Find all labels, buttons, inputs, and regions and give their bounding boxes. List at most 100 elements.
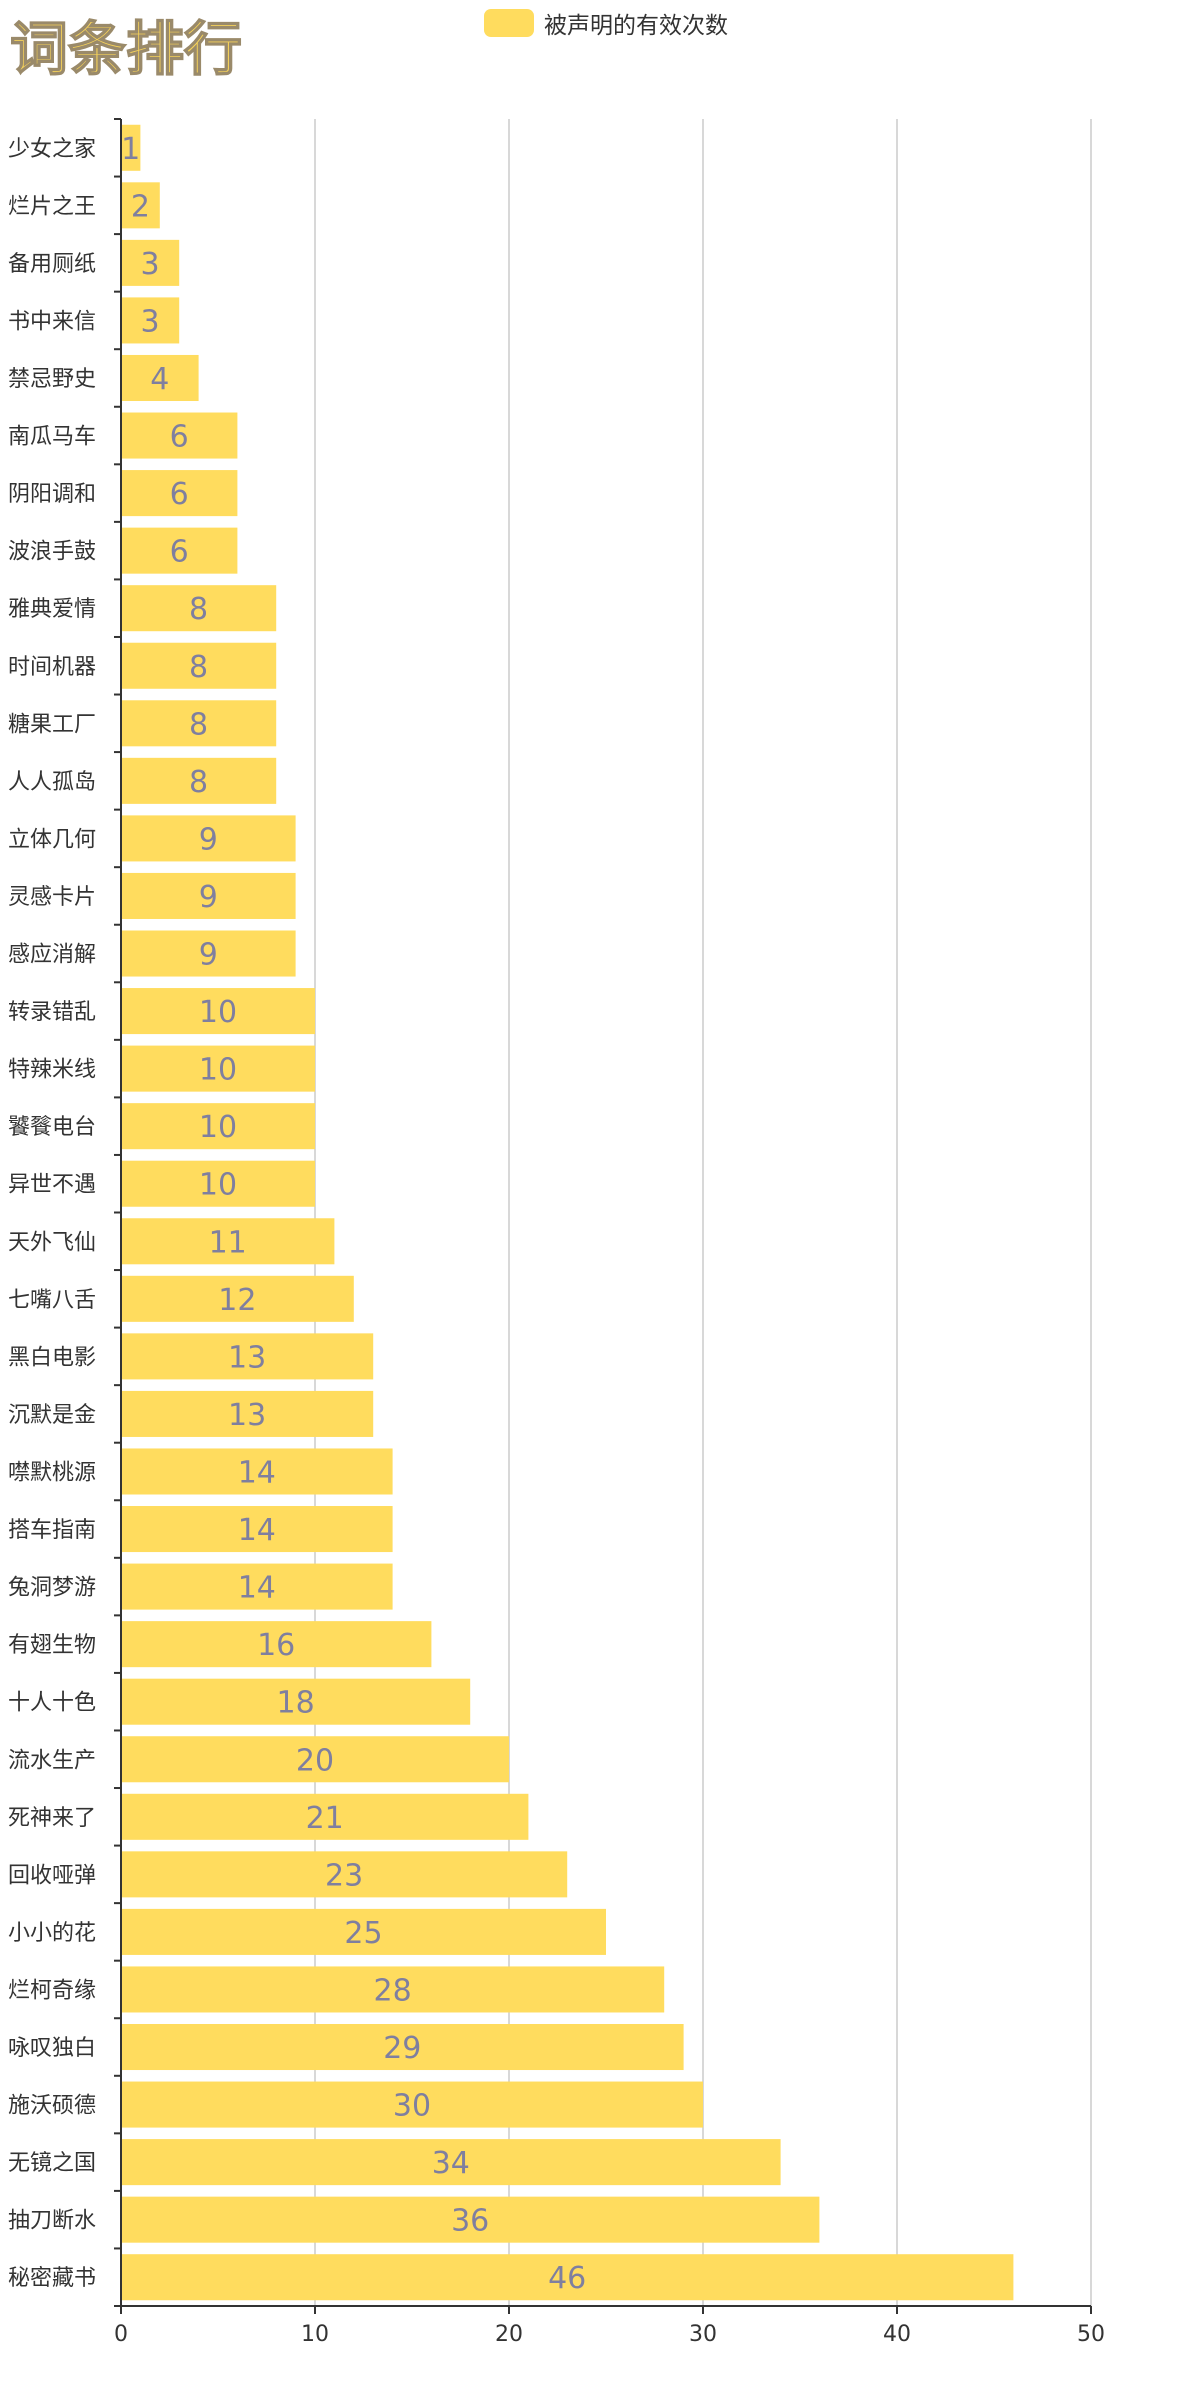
- legend-label: 被声明的有效次数: [544, 13, 728, 39]
- data-label-25: 14: [238, 1513, 276, 1548]
- data-label-29: 20: [296, 1743, 334, 1778]
- legend[interactable]: 被声明的有效次数: [484, 6, 728, 40]
- x-tick-label-30: 30: [689, 2322, 717, 2347]
- bars: [121, 124, 1014, 2301]
- bar-8: [121, 527, 238, 574]
- data-label-5: 4: [150, 362, 169, 397]
- category-label-7: 阴阳调和: [8, 482, 96, 507]
- bar-10: [121, 642, 277, 689]
- category-label-18: 饕餮电台: [8, 1115, 96, 1140]
- category-label-8: 波浪手鼓: [8, 540, 96, 565]
- data-label-36: 34: [432, 2146, 470, 2181]
- data-label-26: 14: [238, 1571, 276, 1606]
- category-label-37: 抽刀断水: [8, 2209, 96, 2234]
- data-label-31: 23: [325, 1858, 363, 1893]
- bar-4: [121, 297, 180, 344]
- data-label-34: 29: [383, 2031, 421, 2066]
- data-label-33: 28: [374, 1973, 412, 2008]
- legend-swatch[interactable]: [484, 9, 534, 37]
- category-label-9: 雅典爱情: [8, 597, 96, 622]
- category-label-13: 立体几何: [8, 827, 96, 852]
- category-label-30: 死神来了: [8, 1806, 96, 1831]
- data-label-8: 6: [170, 535, 189, 570]
- bar-29: [121, 1736, 509, 1783]
- bar-37: [121, 2196, 820, 2243]
- category-label-27: 有翅生物: [8, 1633, 96, 1658]
- data-label-27: 16: [257, 1628, 295, 1663]
- bar-38: [121, 2254, 1014, 2301]
- bar-35: [121, 2081, 703, 2128]
- bar-5: [121, 354, 199, 402]
- category-label-21: 七嘴八舌: [8, 1288, 96, 1313]
- bar-26: [121, 1563, 393, 1610]
- axes: [114, 118, 1092, 2314]
- data-label-14: 9: [199, 880, 218, 915]
- data-label-35: 30: [393, 2089, 431, 2124]
- bar-6: [121, 412, 238, 459]
- category-label-14: 灵感卡片: [8, 885, 96, 910]
- data-label-7: 6: [170, 477, 189, 512]
- category-label-38: 秘密藏书: [8, 2266, 96, 2291]
- category-label-22: 黑白电影: [8, 1345, 96, 1370]
- category-label-24: 噤默桃源: [8, 1460, 96, 1485]
- bar-34: [121, 2023, 684, 2071]
- category-label-34: 咏叹独白: [8, 2036, 96, 2061]
- data-label-32: 25: [344, 1916, 382, 1951]
- bar-27: [121, 1621, 432, 1668]
- bar-16: [121, 988, 315, 1035]
- data-label-28: 18: [277, 1686, 315, 1721]
- category-label-35: 施沃硕德: [8, 2094, 96, 2119]
- category-label-36: 无镜之国: [8, 2151, 96, 2176]
- category-label-26: 兔洞梦游: [8, 1576, 96, 1601]
- bar-20: [121, 1218, 335, 1265]
- data-label-9: 8: [189, 592, 208, 627]
- data-label-12: 8: [189, 765, 208, 800]
- bar-31: [121, 1851, 568, 1898]
- category-label-11: 糖果工厂: [8, 712, 96, 737]
- category-label-17: 特辣米线: [8, 1058, 96, 1083]
- x-tick-label-10: 10: [301, 2322, 329, 2347]
- category-label-1: 少女之家: [8, 137, 96, 162]
- category-label-33: 烂柯奇缘: [8, 1978, 96, 2003]
- bar-28: [121, 1678, 471, 1725]
- bar-19: [121, 1160, 315, 1207]
- category-label-3: 备用厕纸: [8, 252, 96, 277]
- data-label-2: 2: [131, 189, 150, 224]
- category-label-19: 异世不遇: [8, 1173, 96, 1198]
- bar-22: [121, 1333, 374, 1380]
- chart-title: 词条排行: [9, 14, 243, 84]
- data-label-3: 3: [141, 247, 160, 282]
- bar-23: [121, 1390, 374, 1437]
- data-label-37: 36: [451, 2204, 489, 2239]
- data-label-20: 11: [209, 1225, 247, 1260]
- data-label-30: 21: [306, 1801, 344, 1836]
- bar-7: [121, 470, 238, 517]
- category-label-4: 书中来信: [8, 309, 96, 334]
- data-label-23: 13: [228, 1398, 266, 1433]
- category-label-10: 时间机器: [8, 655, 96, 680]
- data-label-24: 14: [238, 1455, 276, 1490]
- data-label-13: 9: [199, 822, 218, 857]
- data-label-19: 10: [199, 1168, 237, 1203]
- category-label-28: 十人十色: [8, 1691, 96, 1716]
- data-label-17: 10: [199, 1053, 237, 1088]
- bar-11: [121, 700, 277, 747]
- x-tick-label-20: 20: [495, 2322, 523, 2347]
- data-label-11: 8: [189, 707, 208, 742]
- bar-12: [121, 757, 277, 804]
- bar-33: [121, 1966, 665, 2013]
- bar-9: [121, 585, 277, 632]
- category-label-2: 烂片之王: [8, 194, 96, 219]
- category-label-31: 回收哑弹: [8, 1863, 96, 1888]
- category-label-29: 流水生产: [8, 1748, 96, 1773]
- data-label-1: 1: [121, 132, 140, 167]
- bar-1: [121, 124, 141, 171]
- bar-24: [121, 1448, 393, 1495]
- labels: 1 少女之家 2 烂片之王 3 备用厕纸 3 书中来信 4 禁忌野史 6 南瓜马车 6 阴阳调和 6 波浪手鼓…: [8, 132, 1105, 2347]
- data-label-22: 13: [228, 1340, 266, 1375]
- data-label-10: 8: [189, 650, 208, 685]
- category-label-12: 人人孤岛: [8, 770, 96, 795]
- category-label-16: 转录错乱: [8, 1000, 96, 1025]
- data-label-6: 6: [170, 420, 189, 455]
